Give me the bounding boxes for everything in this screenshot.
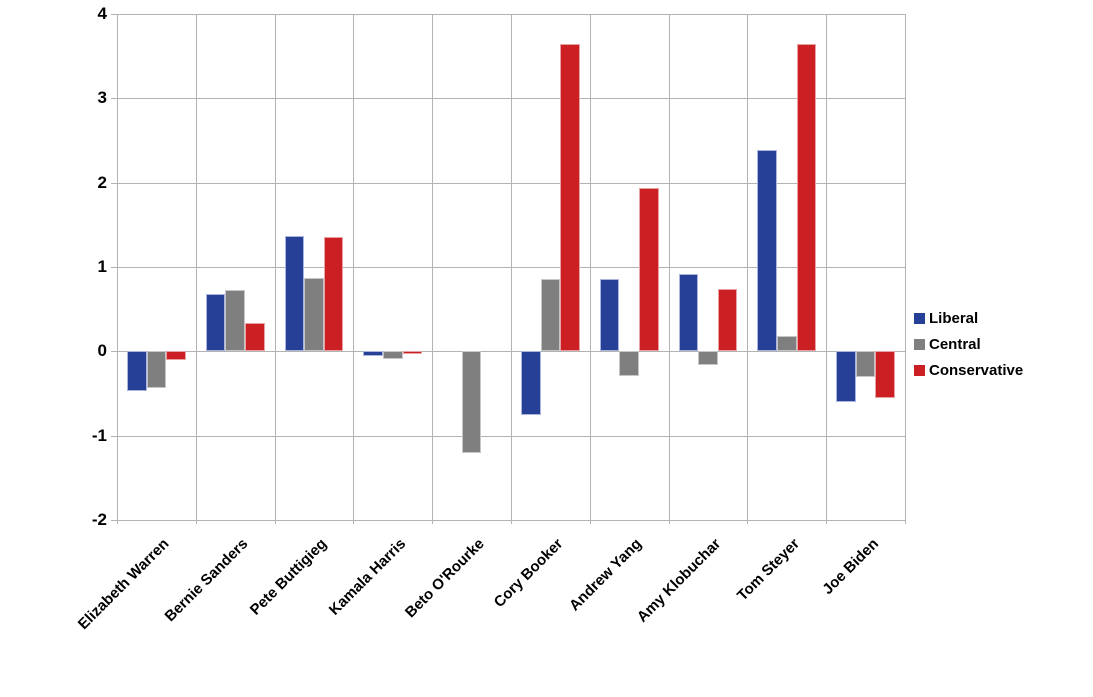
- bar-liberal-andrew-yang: [599, 278, 620, 352]
- x-axis-tick: [826, 520, 828, 524]
- y-axis-tick-label: 1: [97, 257, 107, 277]
- bar-liberal-amy-klobuchar: [678, 273, 699, 352]
- bar-central-elizabeth-warren: [146, 351, 167, 388]
- x-axis-category-label: Elizabeth Warren: [75, 535, 173, 633]
- y-axis-tick-label: 3: [97, 88, 107, 108]
- bar-central-amy-klobuchar: [698, 351, 718, 365]
- legend-item-conservative: Conservative: [914, 362, 1023, 378]
- legend-label: Conservative: [929, 361, 1024, 379]
- x-axis-tick: [432, 520, 434, 524]
- bar-conservative-andrew-yang: [639, 187, 659, 352]
- bar-conservative-joe-biden: [875, 351, 895, 398]
- legend-swatch-icon: [914, 364, 925, 376]
- legend-swatch-icon: [914, 312, 925, 324]
- bar-liberal-bernie-sanders: [205, 293, 226, 352]
- bar-central-kamala-harris: [383, 351, 403, 359]
- bar-conservative-elizabeth-warren: [166, 351, 186, 360]
- x-axis-tick: [589, 520, 591, 524]
- gridline-vertical: [905, 14, 906, 520]
- bar-liberal-joe-biden: [836, 351, 856, 402]
- bar-conservative-pete-buttigieg: [323, 236, 344, 352]
- y-axis-tick: [111, 520, 117, 521]
- x-axis-category-label: Amy Klobuchar: [633, 535, 725, 626]
- legend: Liberal Central Conservative: [914, 310, 1023, 388]
- bar-conservative-kamala-harris: [402, 351, 423, 354]
- bar-central-tom-steyer: [777, 336, 797, 352]
- legend-label: Central: [929, 335, 981, 353]
- y-axis-tick: [111, 98, 117, 100]
- gridline-vertical: [117, 14, 118, 520]
- gridline-vertical: [668, 14, 670, 520]
- y-axis-tick-label: -1: [91, 425, 107, 445]
- y-axis-tick: [111, 267, 117, 268]
- bar-central-cory-booker: [540, 278, 561, 352]
- x-axis-category-label: Tom Steyer: [734, 535, 804, 605]
- x-axis-tick: [274, 520, 276, 524]
- x-axis-tick: [668, 520, 670, 524]
- y-axis-tick: [111, 351, 117, 353]
- bar-central-joe-biden: [855, 351, 876, 378]
- bar-conservative-bernie-sanders: [245, 322, 265, 352]
- bar-central-pete-buttigieg: [304, 277, 324, 352]
- legend-item-central: Central: [914, 336, 1023, 352]
- bar-conservative-amy-klobuchar: [717, 288, 738, 352]
- x-axis-category-label: Kamala Harris: [325, 535, 410, 619]
- bar-liberal-pete-buttigieg: [284, 235, 305, 352]
- bar-liberal-elizabeth-warren: [127, 351, 147, 391]
- legend-swatch-icon: [914, 338, 925, 350]
- gridline-vertical: [274, 14, 276, 520]
- x-axis-tick: [195, 520, 197, 524]
- x-axis-category-label: Pete Buttigieg: [246, 535, 331, 619]
- x-axis-category-label: Joe Biden: [819, 535, 882, 599]
- legend-item-liberal: Liberal: [914, 310, 1023, 326]
- gridline-vertical: [432, 14, 434, 520]
- x-axis-category-label: Bernie Sanders: [161, 535, 252, 626]
- bar-central-andrew-yang: [619, 351, 639, 376]
- bar-conservative-cory-booker: [560, 43, 580, 352]
- x-axis-category-label: Cory Booker: [491, 535, 567, 611]
- x-axis-tick: [747, 520, 749, 524]
- y-axis-tick-label: -2: [91, 510, 107, 530]
- gridline-vertical: [589, 14, 591, 520]
- x-axis-category-label: Beto O'Rourke: [402, 535, 488, 622]
- gridline-vertical: [747, 14, 749, 520]
- legend-label: Liberal: [929, 309, 979, 327]
- y-axis-tick-label: 2: [97, 172, 107, 192]
- gridline-vertical: [195, 14, 197, 520]
- x-axis-tick: [905, 520, 906, 524]
- bar-liberal-cory-booker: [521, 351, 541, 415]
- bar-central-bernie-sanders: [225, 289, 245, 352]
- gridline-vertical: [353, 14, 355, 520]
- x-axis-tick: [117, 520, 118, 524]
- gridline-vertical: [826, 14, 828, 520]
- y-axis-tick: [111, 435, 117, 437]
- gridline-vertical: [511, 14, 512, 520]
- x-axis-tick: [511, 520, 512, 524]
- bar-conservative-tom-steyer: [796, 43, 817, 352]
- x-axis-tick: [353, 520, 355, 524]
- bar-central-beto-o-rourke: [461, 351, 482, 453]
- x-axis-category-label: Andrew Yang: [566, 535, 646, 615]
- y-axis-tick: [111, 14, 117, 15]
- y-axis-tick-label: 0: [97, 341, 107, 361]
- y-axis-tick-label: 4: [97, 4, 107, 24]
- bar-liberal-kamala-harris: [363, 351, 383, 356]
- y-axis-tick: [111, 182, 117, 184]
- bar-liberal-tom-steyer: [757, 149, 777, 352]
